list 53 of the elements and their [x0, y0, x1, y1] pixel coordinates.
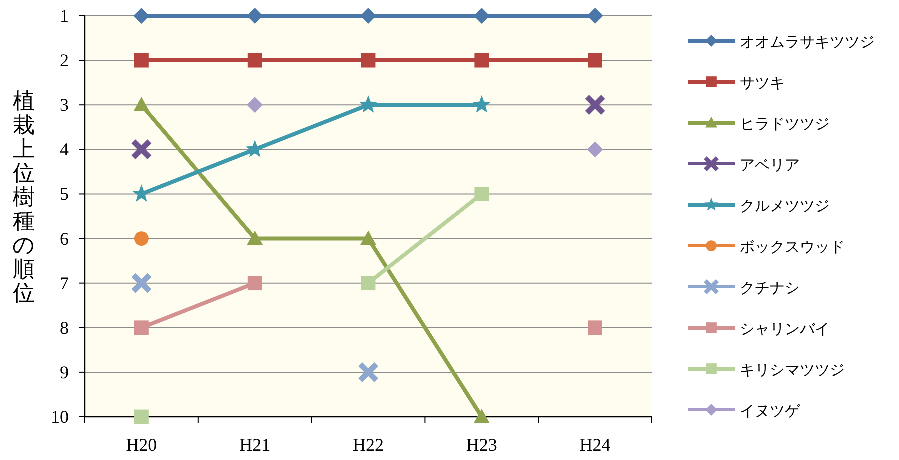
point: [134, 232, 149, 246]
point: [247, 230, 264, 246]
point: [587, 8, 604, 24]
point: [587, 142, 604, 158]
y-tick-label: 9: [60, 362, 69, 382]
point: [361, 53, 376, 68]
point: [359, 96, 378, 113]
y-tick-label: 7: [60, 273, 69, 294]
legend-label: ヒラドツツジ: [740, 115, 830, 133]
point: [134, 97, 150, 112]
y-tick-label: 3: [60, 95, 69, 116]
point: [248, 276, 262, 291]
legend-label: シャリンバイ: [740, 320, 830, 338]
point: [474, 409, 490, 424]
point: [588, 53, 602, 68]
legend-label: ボックスウッド: [740, 238, 845, 256]
point: [474, 187, 490, 202]
x-tick-label: H23: [466, 435, 498, 455]
legend-label: クチナシ: [740, 279, 800, 297]
point: [130, 138, 152, 160]
legend-label: イヌツゲ: [740, 402, 801, 420]
point: [130, 272, 152, 294]
legend-label: クルメツツジ: [740, 197, 830, 215]
point: [134, 8, 150, 24]
point: [134, 53, 149, 68]
point: [248, 53, 262, 68]
x-tick-label: H24: [580, 435, 611, 455]
y-tick-label: 10: [51, 407, 69, 427]
point: [134, 410, 149, 424]
point: [134, 320, 149, 336]
x-tick-label: H20: [126, 435, 158, 455]
point: [247, 97, 264, 114]
y-tick-label: 1: [60, 6, 69, 26]
y-tick-label: 2: [60, 50, 69, 71]
point: [360, 8, 376, 24]
y-tick-label: 6: [60, 228, 69, 249]
x-tick-label: H21: [240, 435, 271, 455]
point: [472, 96, 492, 113]
point: [358, 362, 380, 384]
point: [584, 94, 606, 116]
point: [588, 320, 602, 336]
y-tick-label: 5: [60, 184, 69, 204]
legend-label: オオムラサキツツジ: [740, 33, 875, 51]
y-tick-label: 8: [60, 318, 69, 338]
legend-label: アベリア: [740, 156, 800, 174]
text: 植栽上位樹種の順位: [12, 90, 36, 306]
point: [361, 276, 376, 291]
legend-label: サツキ: [740, 74, 785, 92]
y-tick-label: 4: [60, 140, 69, 160]
legend-label: キリシマツツジ: [740, 361, 845, 379]
point: [360, 230, 376, 246]
x-tick-label: H22: [353, 435, 384, 455]
point: [474, 53, 490, 68]
